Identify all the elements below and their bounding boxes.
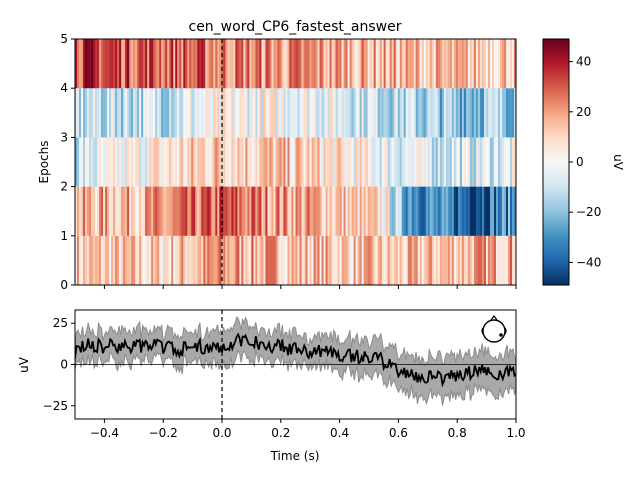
chart-title: cen_word_CP6_fastest_answer bbox=[189, 19, 402, 35]
colorbar-tick-label: 40 bbox=[576, 55, 591, 69]
mean-trace bbox=[75, 332, 516, 388]
evoked-y-tick-label: −25 bbox=[43, 399, 68, 413]
evoked-y-tick-label: 0 bbox=[60, 358, 68, 372]
heatmap-y-tick-label: 1 bbox=[60, 229, 68, 243]
heatmap-y-label: Epochs bbox=[37, 141, 51, 184]
x-tick-label: 0.2 bbox=[271, 426, 290, 440]
x-tick-label: −0.4 bbox=[90, 426, 119, 440]
heatmap-y-tick-label: 3 bbox=[60, 130, 68, 144]
epoch-heatmap bbox=[75, 39, 516, 285]
epochs-image-panel: 0 1 2 3 4 5 Epochs bbox=[37, 32, 517, 292]
epoch-row-5 bbox=[75, 39, 516, 89]
colorbar-label: uV bbox=[611, 154, 625, 171]
evoked-y-tick-label: 25 bbox=[53, 316, 68, 330]
heatmap-frame bbox=[74, 38, 517, 286]
confidence-band bbox=[75, 316, 516, 406]
heatmap-y-tick-label: 5 bbox=[60, 32, 68, 46]
epoch-row-1 bbox=[75, 235, 516, 285]
head-sensor-map-icon bbox=[481, 315, 507, 343]
epoch-row-4 bbox=[75, 88, 516, 138]
heatmap-y-tick-label: 0 bbox=[60, 278, 68, 292]
evoked-y-ticks: 25 0 −25 bbox=[43, 316, 75, 413]
x-tick-label: 0.6 bbox=[389, 426, 408, 440]
x-tick-label: −0.2 bbox=[149, 426, 178, 440]
heatmap-y-tick-label: 4 bbox=[60, 81, 68, 95]
x-tick-label: 0.8 bbox=[448, 426, 467, 440]
epoch-row-3 bbox=[75, 137, 516, 187]
evoked-y-label: uV bbox=[17, 356, 31, 373]
x-axis-label: Time (s) bbox=[270, 449, 320, 463]
colorbar-tick-label: 20 bbox=[576, 105, 591, 119]
x-tick-label: 0.4 bbox=[330, 426, 349, 440]
colorbar-tick-label: 0 bbox=[576, 155, 584, 169]
evoked-x-ticks: −0.4 −0.2 0.0 0.2 0.4 0.6 0.8 1.0 bbox=[90, 285, 526, 440]
colorbar-gradient bbox=[542, 38, 570, 286]
colorbar: 40 20 0 −20 −40 uV bbox=[542, 38, 625, 286]
x-tick-label: 1.0 bbox=[506, 426, 525, 440]
colorbar-tick-label: −40 bbox=[576, 255, 601, 269]
colorbar-ticks: 40 20 0 −20 −40 bbox=[569, 55, 601, 269]
colorbar-tick-label: −20 bbox=[576, 205, 601, 219]
heatmap-y-tick-label: 2 bbox=[60, 180, 68, 194]
epoch-row-2 bbox=[75, 186, 516, 236]
evoked-panel: 25 0 −25 −0.4 −0.2 0.0 0.2 0.4 0.6 0.8 1.0 uV Tim… bbox=[17, 285, 526, 463]
heatmap-y-ticks: 0 1 2 3 4 5 bbox=[60, 32, 75, 292]
x-tick-label: 0.0 bbox=[212, 426, 231, 440]
